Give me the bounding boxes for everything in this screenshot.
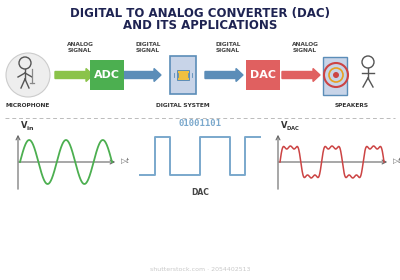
Text: 01001101: 01001101 — [178, 119, 222, 128]
Circle shape — [333, 72, 339, 78]
FancyBboxPatch shape — [246, 60, 280, 90]
FancyArrow shape — [122, 69, 161, 81]
Text: $\mathbf{in}$: $\mathbf{in}$ — [26, 124, 34, 132]
FancyBboxPatch shape — [323, 57, 347, 95]
Text: $\mathbf{DAC}$: $\mathbf{DAC}$ — [286, 124, 300, 132]
Text: DIGITAL
SIGNAL: DIGITAL SIGNAL — [135, 42, 161, 53]
FancyBboxPatch shape — [90, 60, 124, 90]
FancyArrow shape — [205, 69, 243, 81]
Text: DIGITAL
SIGNAL: DIGITAL SIGNAL — [215, 42, 241, 53]
Text: ANALOG
SIGNAL: ANALOG SIGNAL — [292, 42, 318, 53]
FancyArrow shape — [282, 69, 320, 81]
Text: $\mathbf{V}$: $\mathbf{V}$ — [280, 119, 288, 130]
Text: ANALOG
SIGNAL: ANALOG SIGNAL — [66, 42, 94, 53]
FancyArrow shape — [55, 69, 93, 81]
FancyBboxPatch shape — [170, 56, 196, 94]
Text: AND ITS APPLICATIONS: AND ITS APPLICATIONS — [123, 19, 277, 32]
Text: $\mathbf{V}$: $\mathbf{V}$ — [20, 119, 28, 130]
FancyBboxPatch shape — [177, 70, 189, 80]
Text: DIGITAL TO ANALOG CONVERTER (DAC): DIGITAL TO ANALOG CONVERTER (DAC) — [70, 7, 330, 20]
Text: DAC: DAC — [250, 70, 276, 80]
Text: DIGITAL SYSTEM: DIGITAL SYSTEM — [156, 103, 210, 108]
Text: shutterstock.com · 2054402513: shutterstock.com · 2054402513 — [150, 267, 250, 272]
Circle shape — [6, 53, 50, 97]
Text: DAC: DAC — [191, 188, 209, 197]
Text: ADC: ADC — [94, 70, 120, 80]
Text: SPEAKERS: SPEAKERS — [335, 103, 369, 108]
Text: MICROPHONE: MICROPHONE — [6, 103, 50, 108]
Text: $\mathbf{\triangleright}t$: $\mathbf{\triangleright}t$ — [120, 156, 130, 166]
Text: $\mathbf{\triangleright}t$: $\mathbf{\triangleright}t$ — [392, 156, 400, 166]
